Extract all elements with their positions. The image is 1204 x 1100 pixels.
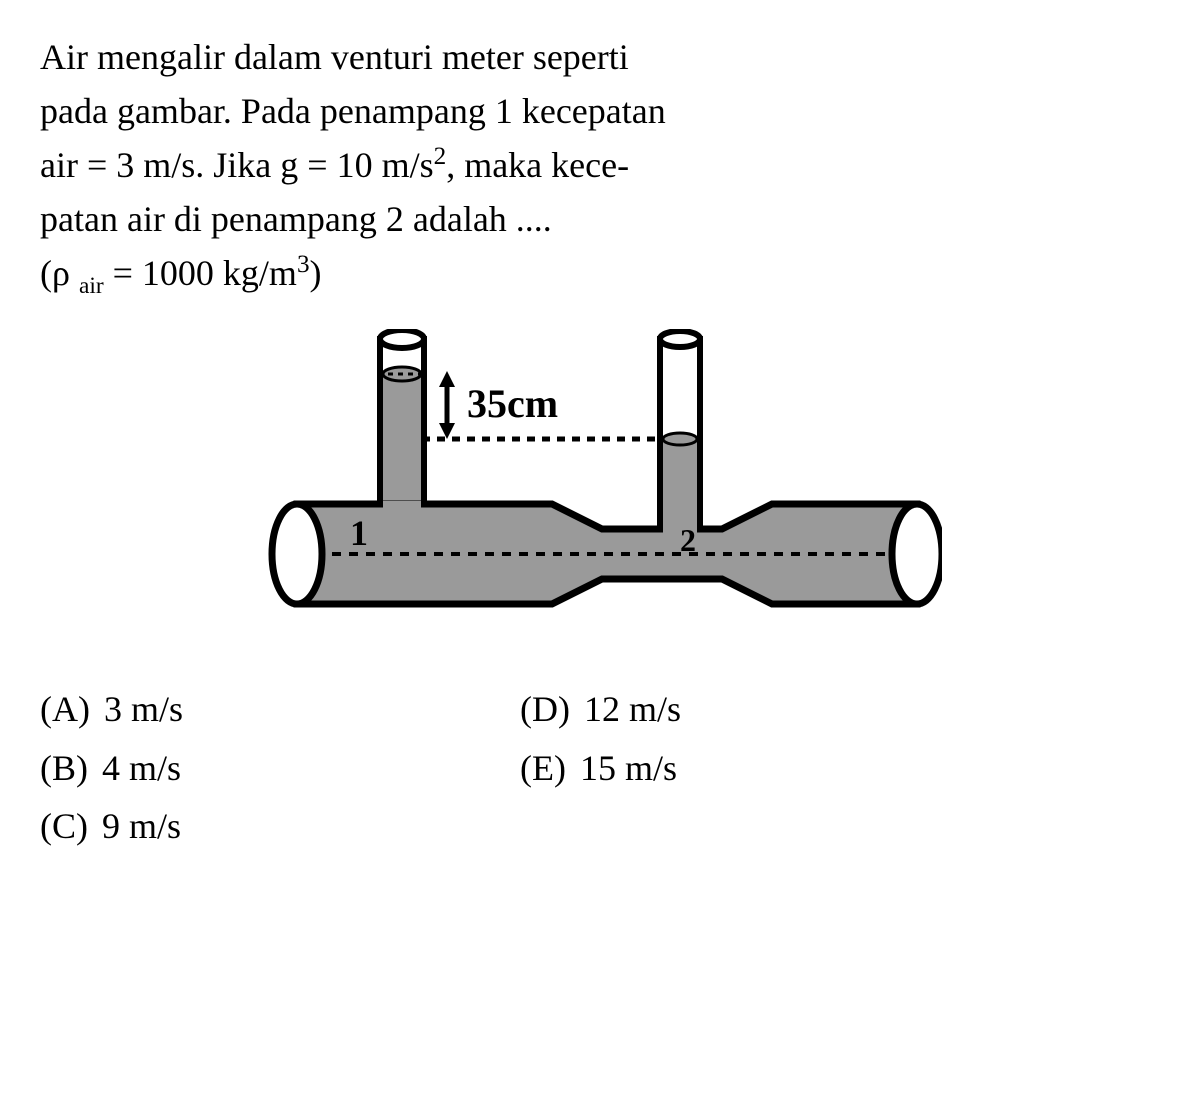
measurement-label: 35cm (467, 381, 558, 426)
venturi-diagram: 35cm 1 2 (40, 329, 1164, 654)
question-text: Air mengalir dalam venturi meter seperti… (40, 30, 1164, 304)
q-line1: Air mengalir dalam venturi meter seperti (40, 37, 629, 77)
rho-post: ) (310, 253, 322, 293)
q-line4: patan air di penampang 2 adalah .... (40, 199, 552, 239)
option-e-label: (E) (520, 743, 566, 793)
option-b-label: (B) (40, 743, 88, 793)
option-e: (E) 15 m/s (520, 743, 1000, 793)
venturi-svg: 35cm 1 2 (262, 329, 942, 649)
option-a: (A) 3 m/s (40, 684, 520, 734)
options-container: (A) 3 m/s (D) 12 m/s (B) 4 m/s (E) 15 m/… (40, 684, 1164, 851)
option-c-value: 9 m/s (102, 801, 181, 851)
q-line3-pre: air = 3 m/s. Jika g = 10 m/s (40, 145, 434, 185)
option-a-value: 3 m/s (104, 684, 183, 734)
q-line3-sup: 2 (434, 143, 447, 170)
q-line3-post: , maka kece- (446, 145, 629, 185)
section-label-2: 2 (680, 522, 696, 558)
option-d: (D) 12 m/s (520, 684, 1000, 734)
option-c-label: (C) (40, 801, 88, 851)
option-e-value: 15 m/s (580, 743, 677, 793)
rho-sup: 3 (297, 251, 310, 278)
rho-sub: air (79, 273, 104, 299)
option-d-value: 12 m/s (584, 684, 681, 734)
q-line2: pada gambar. Pada penampang 1 kecepatan (40, 91, 666, 131)
section-label-1: 1 (350, 513, 368, 553)
option-b: (B) 4 m/s (40, 743, 520, 793)
option-b-value: 4 m/s (102, 743, 181, 793)
option-d-label: (D) (520, 684, 570, 734)
rho-pre: (ρ (40, 253, 79, 293)
option-c: (C) 9 m/s (40, 801, 520, 851)
rho-mid: = 1000 kg/m (104, 253, 297, 293)
option-a-label: (A) (40, 684, 90, 734)
